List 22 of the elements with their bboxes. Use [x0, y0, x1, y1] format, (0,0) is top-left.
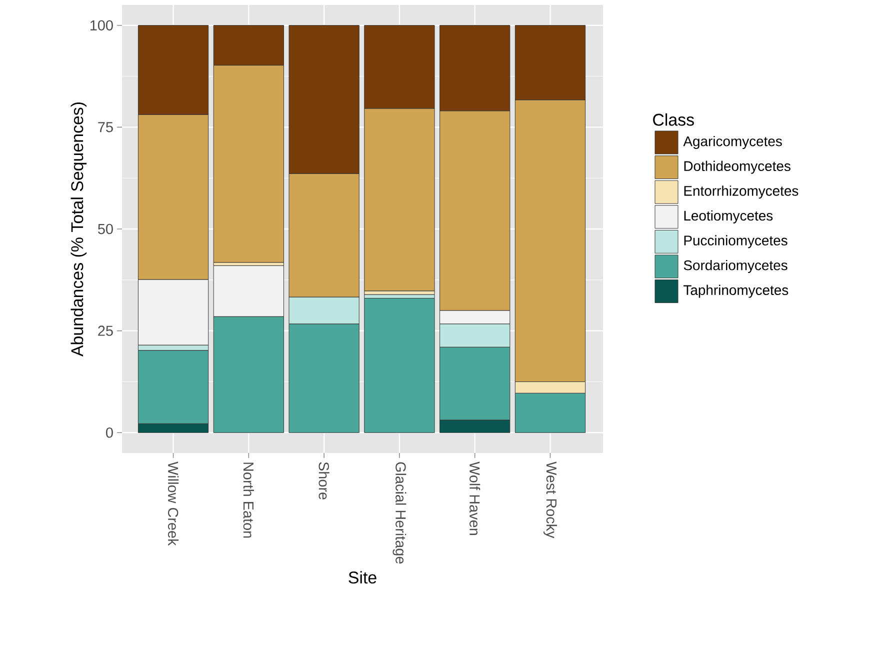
x-axis-title: Site	[348, 571, 376, 584]
legend-label: Sordariomycetes	[684, 260, 788, 273]
y-tick-label: 25	[98, 326, 113, 336]
x-tick-label: West Rocky	[544, 462, 557, 538]
x-tick-label: Willow Creek	[168, 462, 179, 546]
legend-label: Leotiomycetes	[684, 210, 773, 224]
y-tick-label: 0	[106, 428, 113, 438]
x-tick-label: North Eaton	[243, 462, 254, 538]
legend-label: Entorrhizomycetes	[684, 186, 798, 199]
y-tick-label: 100	[90, 20, 113, 30]
x-tick-label: Glacial Heritage	[392, 462, 406, 564]
y-tick-label: 75	[98, 122, 113, 132]
y-axis-title: Abundances (% Total Sequences)	[70, 102, 87, 357]
legend-title: Class	[653, 113, 694, 126]
x-tick-label: Wolf Haven	[470, 462, 480, 535]
legend-label: Agaricomycetes	[683, 136, 782, 149]
y-tick-label: 50	[98, 224, 113, 234]
bar	[364, 298, 435, 433]
legend-label: Dothideomycetes	[684, 160, 790, 174]
legend-label: Pucciniomycetes	[684, 235, 788, 248]
legend-label: Taphrinomycetes	[684, 284, 788, 298]
x-tick-label: Shore	[318, 462, 330, 500]
